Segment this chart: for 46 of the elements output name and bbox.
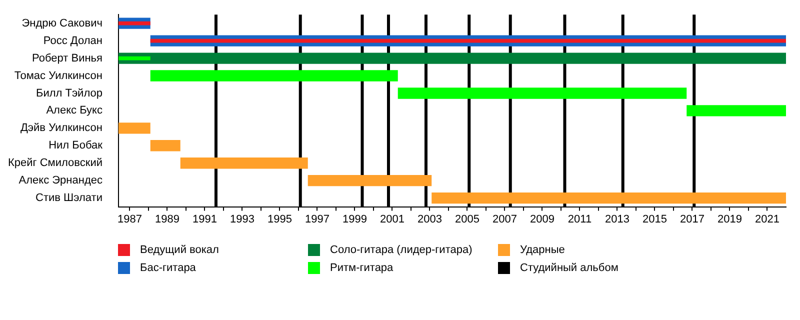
y-tick-label: Роберт Винья bbox=[32, 52, 103, 64]
y-tick-label: Нил Бобак bbox=[48, 140, 103, 152]
bar bbox=[686, 105, 786, 116]
x-tick-label: 2019 bbox=[718, 213, 742, 226]
bar bbox=[118, 52, 786, 64]
bar bbox=[308, 175, 432, 186]
bar bbox=[180, 158, 308, 169]
x-tick-label: 1995 bbox=[268, 213, 292, 226]
x-tick-label: 2009 bbox=[530, 213, 554, 226]
x-tick-label: 2017 bbox=[680, 213, 704, 226]
legend-label: Бас-гитара bbox=[140, 262, 197, 274]
bar bbox=[150, 38, 786, 43]
x-tick-label: 2013 bbox=[605, 213, 630, 226]
y-tick-label: Томас Уилкинсон bbox=[14, 70, 102, 82]
legend-label: Соло-гитара (лидер-гитара) bbox=[330, 244, 472, 256]
legend-label: Ударные bbox=[520, 244, 565, 256]
x-tick-label: 1999 bbox=[342, 213, 367, 226]
x-tick-label: 2001 bbox=[380, 213, 404, 226]
y-tick-label: Дэйв Уилкинсон bbox=[20, 122, 102, 134]
bar bbox=[398, 88, 687, 99]
x-tick-label: 1987 bbox=[117, 213, 142, 226]
y-tick-label: Стив Шэлати bbox=[36, 192, 102, 204]
bar bbox=[150, 140, 180, 152]
x-tick-label: 2015 bbox=[642, 213, 667, 226]
legend-label: Ведущий вокал bbox=[140, 244, 219, 256]
legend-label: Ритм-гитара bbox=[330, 262, 394, 274]
bar bbox=[118, 122, 150, 134]
legend-label: Студийный альбом bbox=[520, 262, 618, 274]
x-tick-label: 2007 bbox=[492, 213, 517, 226]
bar bbox=[150, 70, 398, 82]
x-tick-label: 1989 bbox=[154, 213, 180, 226]
x-tick-label: 2003 bbox=[418, 213, 442, 226]
y-tick-label: Крейг Смиловский bbox=[8, 157, 102, 170]
x-tick-label: 2011 bbox=[568, 213, 592, 226]
x-tick-label: 1993 bbox=[230, 213, 254, 226]
bar bbox=[118, 21, 150, 26]
x-tick-label: 2021 bbox=[755, 213, 780, 226]
x-tick-label: 1991 bbox=[192, 213, 217, 226]
y-tick-label: Эндрю Сакович bbox=[22, 17, 102, 30]
y-tick-label: Росс Долан bbox=[43, 34, 102, 47]
x-tick-label: 1997 bbox=[305, 213, 330, 226]
y-tick-label: Билл Тэйлор bbox=[36, 87, 102, 100]
y-tick-label: Алекс Букс bbox=[46, 104, 103, 117]
x-tick-label: 2005 bbox=[455, 213, 480, 226]
bar bbox=[432, 192, 786, 204]
y-tick-label: Алекс Эрнандес bbox=[18, 174, 103, 187]
